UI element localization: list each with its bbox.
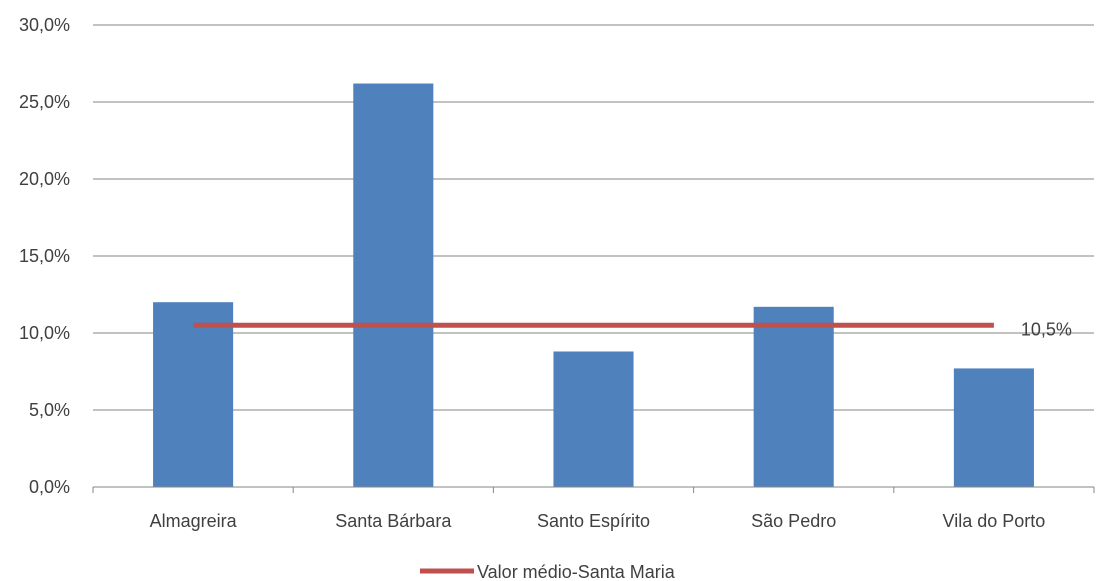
x-axis: Almagreira Santa Bárbara Santo Espírito São… — [92, 486, 1095, 531]
bars — [153, 83, 1034, 488]
legend-label-average: Valor médio-Santa Maria — [477, 562, 676, 581]
x-category-label: Santo Espírito — [537, 511, 650, 531]
y-tick-label: 20,0% — [19, 169, 70, 189]
y-tick-label: 30,0% — [19, 15, 70, 35]
average-line-group: 10,5% — [193, 319, 1072, 339]
y-axis-ticks: 0,0% 5,0% 10,0% 15,0% 20,0% 25,0% 30,0% — [19, 15, 70, 497]
legend: Valor médio-Santa Maria — [420, 562, 676, 581]
y-tick-label: 0,0% — [29, 477, 70, 497]
bar — [753, 306, 834, 487]
y-tick-label: 15,0% — [19, 246, 70, 266]
y-tick-label: 25,0% — [19, 92, 70, 112]
bar — [953, 368, 1034, 487]
y-tick-label: 5,0% — [29, 400, 70, 420]
x-category-label: Almagreira — [150, 511, 238, 531]
x-category-label: Santa Bárbara — [335, 511, 452, 531]
bar — [153, 302, 234, 487]
average-value-label: 10,5% — [1021, 319, 1072, 339]
bar — [553, 351, 634, 487]
x-category-label: São Pedro — [751, 511, 836, 531]
bar — [353, 83, 434, 488]
gridlines — [93, 24, 1094, 411]
x-category-label: Vila do Porto — [943, 511, 1046, 531]
y-tick-label: 10,0% — [19, 323, 70, 343]
